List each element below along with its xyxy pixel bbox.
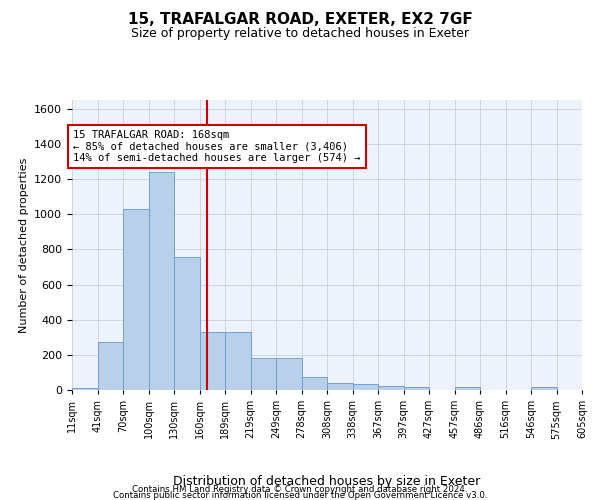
Text: Contains HM Land Registry data © Crown copyright and database right 2024.: Contains HM Land Registry data © Crown c… bbox=[132, 485, 468, 494]
Bar bbox=[276, 358, 302, 390]
Bar bbox=[123, 209, 149, 390]
Text: 15, TRAFALGAR ROAD, EXETER, EX2 7GF: 15, TRAFALGAR ROAD, EXETER, EX2 7GF bbox=[128, 12, 472, 28]
Bar bbox=[404, 388, 429, 390]
Bar bbox=[97, 342, 123, 390]
Bar bbox=[225, 332, 251, 390]
Text: Contains public sector information licensed under the Open Government Licence v3: Contains public sector information licen… bbox=[113, 491, 487, 500]
Bar bbox=[72, 388, 97, 390]
Bar bbox=[251, 358, 276, 390]
Text: Distribution of detached houses by size in Exeter: Distribution of detached houses by size … bbox=[173, 474, 481, 488]
Bar bbox=[199, 332, 225, 390]
Text: Size of property relative to detached houses in Exeter: Size of property relative to detached ho… bbox=[131, 28, 469, 40]
Bar bbox=[149, 172, 174, 390]
Bar bbox=[531, 388, 557, 390]
Bar bbox=[327, 383, 353, 390]
Text: 15 TRAFALGAR ROAD: 168sqm
← 85% of detached houses are smaller (3,406)
14% of se: 15 TRAFALGAR ROAD: 168sqm ← 85% of detac… bbox=[73, 130, 361, 163]
Y-axis label: Number of detached properties: Number of detached properties bbox=[19, 158, 29, 332]
Bar bbox=[174, 258, 199, 390]
Bar bbox=[353, 384, 378, 390]
Bar bbox=[455, 388, 480, 390]
Bar bbox=[378, 386, 404, 390]
Bar bbox=[302, 377, 327, 390]
